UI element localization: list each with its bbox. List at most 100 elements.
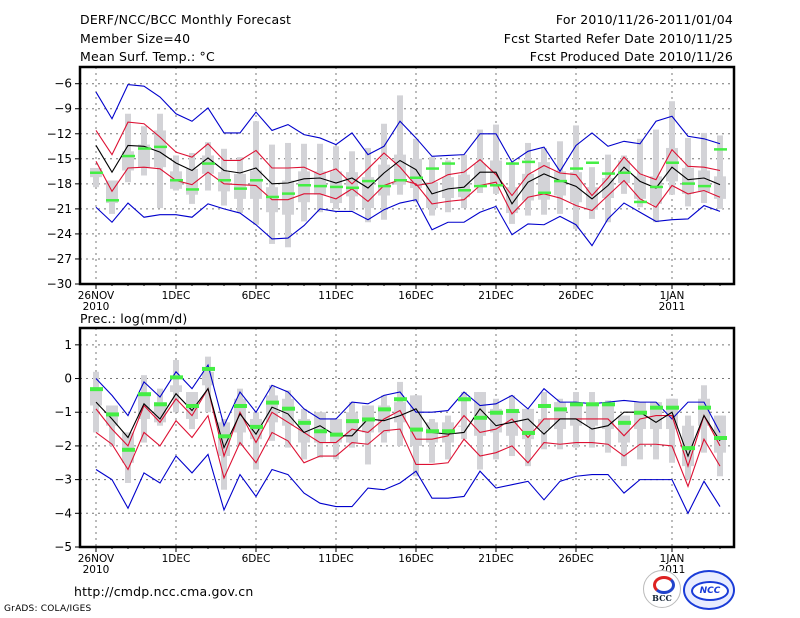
median-mark bbox=[490, 184, 503, 187]
median-mark bbox=[714, 436, 727, 440]
median-mark bbox=[186, 188, 199, 191]
y-tick-label: −18 bbox=[47, 177, 72, 191]
median-mark bbox=[170, 179, 183, 182]
median-mark bbox=[266, 195, 279, 199]
median-mark bbox=[506, 162, 519, 165]
box bbox=[458, 174, 470, 198]
x-tick-sublabel: 2010 bbox=[83, 301, 110, 313]
median-mark bbox=[330, 185, 343, 189]
box bbox=[314, 171, 326, 195]
x-tick-label: 1DEC bbox=[162, 553, 191, 565]
forecast-start-date: Fcst Started Refer Date 2010/11/25 bbox=[503, 31, 733, 46]
median-mark bbox=[682, 446, 695, 451]
plot-frame bbox=[78, 326, 736, 549]
box bbox=[586, 402, 598, 426]
median-mark bbox=[314, 429, 327, 434]
x-tick-label: 16DEC bbox=[398, 290, 433, 302]
box bbox=[394, 402, 406, 423]
median-mark bbox=[442, 162, 455, 165]
whisker-bar bbox=[653, 402, 659, 460]
median-mark bbox=[666, 405, 679, 410]
box bbox=[666, 147, 678, 182]
box bbox=[218, 172, 230, 192]
median-mark bbox=[634, 410, 647, 415]
box bbox=[298, 171, 310, 203]
y-tick-label: −21 bbox=[47, 202, 72, 216]
series-mean-line bbox=[95, 144, 721, 205]
y-tick-label: −2 bbox=[54, 439, 72, 453]
median-mark bbox=[122, 447, 135, 452]
median-mark bbox=[426, 167, 439, 170]
median-mark bbox=[234, 403, 247, 408]
box bbox=[538, 418, 550, 430]
y-tick-label: −1 bbox=[54, 405, 72, 419]
x-tick-label: 26DEC bbox=[558, 290, 593, 302]
median-mark bbox=[538, 403, 551, 408]
median-mark bbox=[538, 191, 551, 195]
whisker-bar bbox=[493, 124, 499, 194]
box bbox=[698, 398, 710, 426]
median-mark bbox=[570, 402, 583, 407]
median-mark bbox=[298, 184, 311, 187]
median-mark bbox=[394, 179, 407, 182]
y-tick-label: −27 bbox=[47, 252, 72, 266]
box bbox=[570, 405, 582, 426]
median-mark bbox=[650, 185, 663, 189]
median-mark bbox=[458, 397, 471, 402]
median-mark bbox=[554, 407, 567, 412]
box bbox=[122, 432, 134, 463]
median-mark bbox=[154, 145, 167, 149]
median-mark bbox=[714, 148, 727, 151]
median-mark bbox=[426, 429, 439, 434]
forecast-period: For 2010/11/26-2011/01/04 bbox=[555, 12, 733, 27]
box bbox=[634, 402, 646, 430]
whisker-bar bbox=[637, 138, 643, 208]
median-mark bbox=[346, 186, 359, 190]
box bbox=[282, 180, 294, 215]
median-mark bbox=[698, 405, 711, 410]
median-mark bbox=[378, 407, 391, 412]
median-mark bbox=[282, 192, 295, 195]
forecast-produced-date: Fcst Produced Date 2010/11/26 bbox=[529, 49, 733, 64]
box bbox=[90, 388, 102, 406]
median-mark bbox=[602, 172, 615, 175]
box bbox=[330, 418, 342, 443]
median-mark bbox=[410, 427, 423, 432]
median-mark bbox=[266, 400, 279, 405]
median-mark bbox=[298, 420, 311, 425]
x-tick-label: 1JAN bbox=[660, 290, 685, 302]
whisker-bar bbox=[397, 95, 403, 195]
median-mark bbox=[506, 409, 519, 414]
box bbox=[570, 172, 582, 203]
median-mark bbox=[90, 387, 103, 392]
series-min-line bbox=[95, 199, 721, 247]
median-mark bbox=[554, 179, 567, 183]
whisker-bar bbox=[253, 412, 259, 470]
median-mark bbox=[586, 161, 599, 164]
box bbox=[346, 412, 358, 443]
plot-frame bbox=[78, 65, 736, 286]
median-mark bbox=[330, 432, 343, 437]
box bbox=[202, 371, 214, 386]
whisker-bar bbox=[669, 398, 675, 463]
whisker-bar bbox=[653, 129, 659, 223]
ncc-logo-text: NCC bbox=[691, 581, 729, 601]
y-tick-label: −3 bbox=[54, 473, 72, 487]
median-mark bbox=[186, 403, 199, 408]
variable-label-temp: Mean Surf. Temp.: °C bbox=[80, 49, 215, 64]
median-mark bbox=[618, 420, 631, 425]
x-tick-label: 6DEC bbox=[242, 553, 271, 565]
y-tick-label: −4 bbox=[54, 506, 72, 520]
box bbox=[170, 385, 182, 393]
median-mark bbox=[122, 154, 135, 158]
median-mark bbox=[458, 189, 471, 192]
x-tick-label: 26NOV bbox=[78, 290, 115, 302]
source-url[interactable]: http://cmdp.ncc.cma.gov.cn bbox=[74, 584, 254, 599]
box bbox=[506, 187, 518, 214]
median-mark bbox=[442, 429, 455, 434]
median-mark bbox=[490, 410, 503, 415]
y-tick-label: −6 bbox=[54, 77, 72, 91]
x-tick-sublabel: 2011 bbox=[659, 301, 686, 313]
box bbox=[682, 167, 694, 194]
y-tick-label: −30 bbox=[47, 277, 72, 291]
